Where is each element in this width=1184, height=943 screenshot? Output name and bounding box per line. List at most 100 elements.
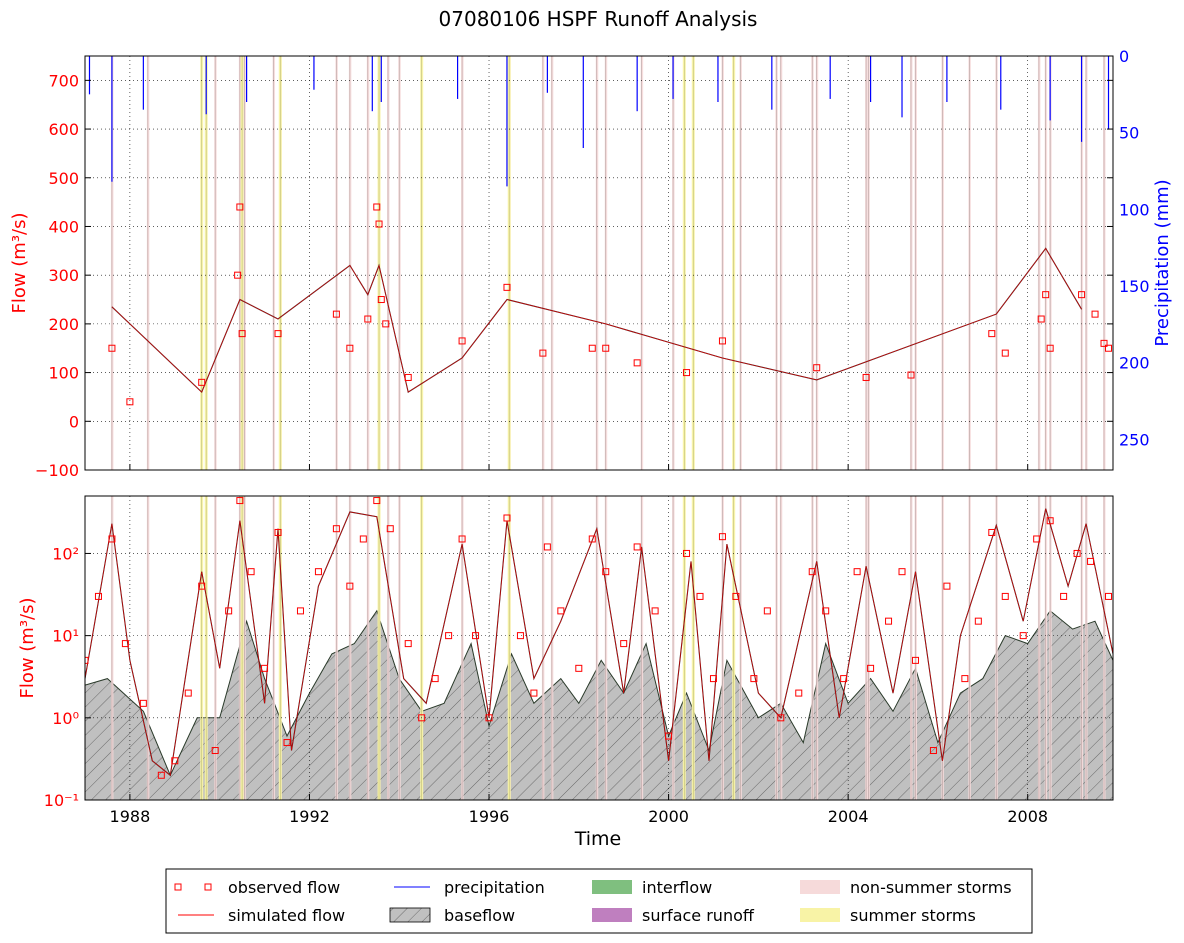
observed-flow-point <box>696 592 704 600</box>
top-y2-tick-label: 150 <box>1119 277 1150 296</box>
top-y2-tick-label: 50 <box>1119 124 1139 143</box>
simulated-flow-line-red <box>85 508 1113 776</box>
bottom-y-tick-label: 10⁰ <box>52 709 79 728</box>
observed-flow-point <box>139 699 147 707</box>
observed-flow-point <box>588 344 596 352</box>
precipitation-bars <box>88 56 1110 187</box>
observed-flow-point <box>236 497 244 505</box>
bottom-observed-flow <box>85 497 1113 779</box>
observed-flow-point <box>1105 592 1113 600</box>
bottom-y-tick-label: 10¹ <box>52 627 79 646</box>
observed-flow-point <box>853 568 861 576</box>
observed-flow-point <box>472 632 480 640</box>
top-y-tick-label: 100 <box>48 364 79 383</box>
observed-flow-point <box>718 337 726 345</box>
top-y-tick-label: 400 <box>48 217 79 236</box>
nonsummer-patch-icon <box>800 880 840 894</box>
observed-flow-point <box>907 371 915 379</box>
legend-box <box>165 868 1033 934</box>
legend-label: surface runoff <box>642 906 755 925</box>
observed-flow-point <box>633 359 641 367</box>
observed-flow-point <box>211 747 219 755</box>
x-tick-label: 1996 <box>469 807 510 826</box>
legend-label: summer storms <box>850 906 976 925</box>
observed-flow-point <box>1078 291 1086 299</box>
legend-item: precipitation <box>394 878 545 897</box>
observed-flow-point <box>485 714 493 722</box>
legend-label: observed flow <box>228 878 340 897</box>
observed-flow-point <box>157 771 165 779</box>
observed-flow-point <box>1105 344 1113 352</box>
observed-flow-point <box>1042 291 1050 299</box>
legend-label: interflow <box>642 878 712 897</box>
observed-flow-point <box>709 675 717 683</box>
observed-flow-point <box>1019 632 1027 640</box>
legend-item: observed flow <box>174 878 340 897</box>
top-y-tick-label: 200 <box>48 315 79 334</box>
top-y-tick-label: 600 <box>48 120 79 139</box>
legend: observed flow simulated flow precipitation… <box>165 868 1033 934</box>
observed-flow-point <box>543 543 551 551</box>
observed-flow-point <box>234 271 242 279</box>
observed-flow-point <box>840 675 848 683</box>
observed-flow-point <box>94 592 102 600</box>
top-y2-tick-label: 0 <box>1119 47 1129 66</box>
x-tick-label: 2004 <box>828 807 869 826</box>
observed-flow-point <box>274 330 282 338</box>
observed-flow-point <box>332 310 340 318</box>
observed-flow-point <box>85 656 89 664</box>
observed-flow-point <box>184 689 192 697</box>
legend-item: non-summer storms <box>800 878 1012 897</box>
observed-flow-point <box>382 320 390 328</box>
observed-flow-point <box>503 283 511 291</box>
x-tick-label: 2000 <box>648 807 689 826</box>
bottom-y-tick-label: 10⁻¹ <box>44 791 79 810</box>
top-simulated-flow <box>111 247 1083 394</box>
observed-flow-point <box>750 675 758 683</box>
bottom-y-axis-label: Flow (m³/s) <box>17 597 38 698</box>
observed-flow-point <box>898 568 906 576</box>
observed-flow-point <box>314 568 322 576</box>
observed-flow-point <box>108 535 116 543</box>
legend-label: non-summer storms <box>850 878 1012 897</box>
chart-title: 07080106 HSPF Runoff Analysis <box>439 7 758 31</box>
observed-flow-point <box>364 315 372 323</box>
observed-flow-point <box>1087 557 1095 565</box>
legend-item: interflow <box>592 878 712 897</box>
observed-flow-point <box>911 656 919 664</box>
observed-flow-point <box>375 220 383 228</box>
top-left-ticks: −100 0 100 200 300 400 500 600 700 <box>35 71 1113 480</box>
bottom-panel: 10⁻¹ 10⁰ 10¹ 10² 1988 1992 1996 2000 2004 2008 F… <box>17 464 1114 850</box>
top-y2-tick-label: 200 <box>1119 354 1150 373</box>
observed-flow-point <box>1001 592 1009 600</box>
bottom-y-tick-label: 10² <box>52 544 79 563</box>
observed-flow-point <box>236 203 244 211</box>
x-tick-label: 1992 <box>289 807 330 826</box>
legend-item: summer storms <box>800 906 976 925</box>
top-storm-bands <box>110 56 1106 470</box>
observed-flow-point <box>943 582 951 590</box>
observed-flow-point <box>988 528 996 536</box>
observed-flow-point <box>822 607 830 615</box>
observed-flow-point <box>238 330 246 338</box>
observed-flow-point <box>373 497 381 505</box>
top-panel: −100 0 100 200 300 400 500 600 700 0 50 100 150 200 2… <box>9 47 1173 480</box>
observed-flow-point <box>777 714 785 722</box>
observed-flow-point <box>1091 310 1099 318</box>
observed-flow-point <box>988 330 996 338</box>
observed-flow-point <box>418 714 426 722</box>
observed-flow-point <box>458 535 466 543</box>
summer-patch-icon <box>800 908 840 922</box>
interflow-patch-icon <box>592 880 632 894</box>
top-plot-frame <box>84 55 1114 471</box>
observed-flow-point <box>602 344 610 352</box>
top-y2-axis-label: Precipitation (mm) <box>1152 179 1173 346</box>
legend-label: precipitation <box>444 878 545 897</box>
observed-flow-point <box>1073 549 1081 557</box>
observed-flow-point <box>588 535 596 543</box>
top-right-ticks: 0 50 100 150 200 250 <box>1119 47 1150 449</box>
observed-flow-point <box>602 568 610 576</box>
observed-flow-point <box>885 617 893 625</box>
observed-flow-point <box>458 337 466 345</box>
observed-flow-point <box>373 203 381 211</box>
